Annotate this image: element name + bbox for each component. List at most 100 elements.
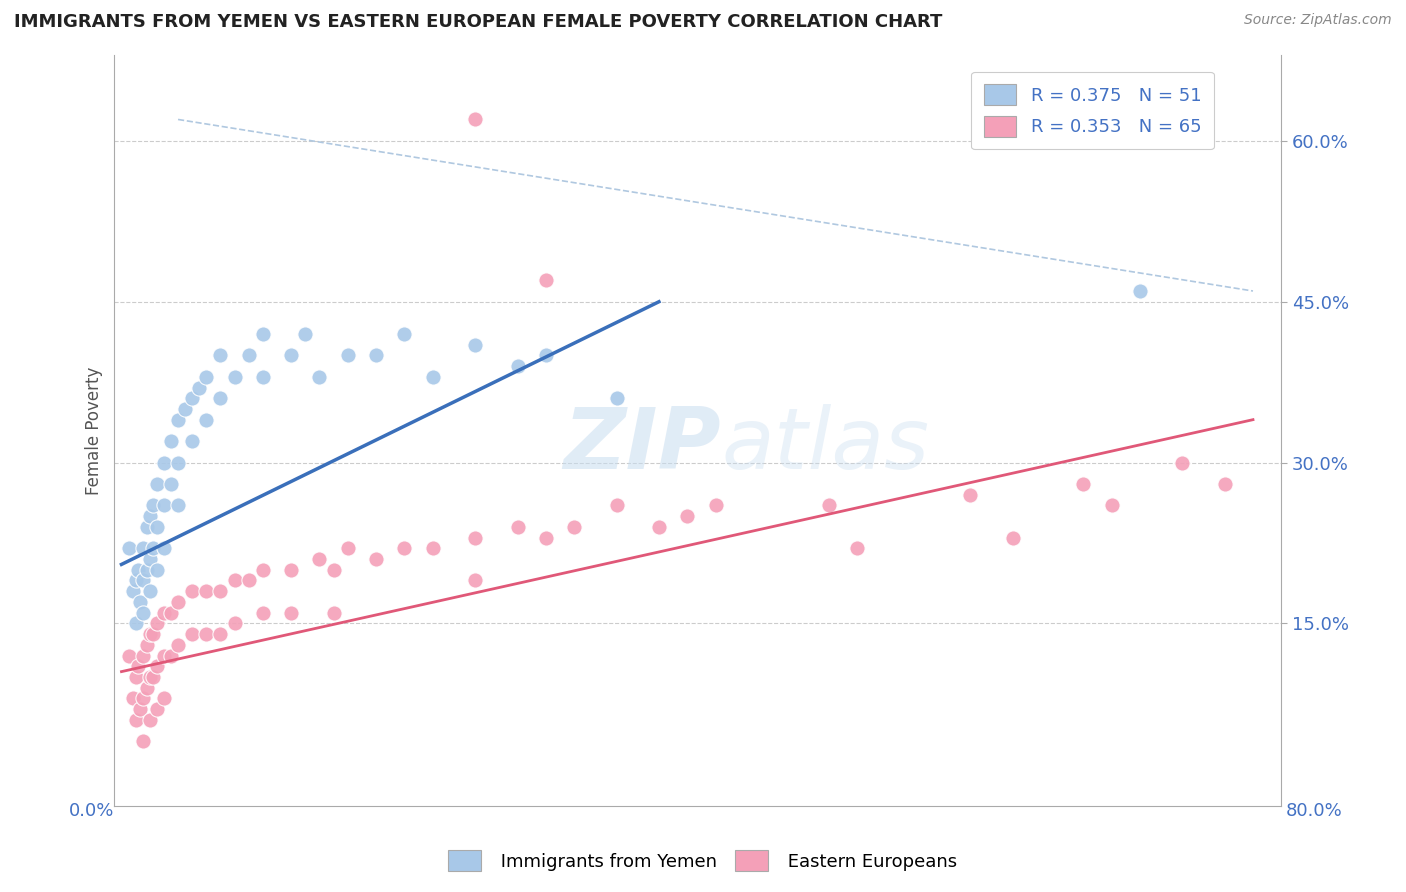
Point bbox=[464, 531, 486, 545]
Point bbox=[160, 648, 183, 663]
Point bbox=[336, 348, 359, 362]
Point bbox=[167, 499, 190, 513]
Point bbox=[209, 348, 232, 362]
Point bbox=[308, 369, 330, 384]
Point bbox=[124, 616, 146, 631]
Point bbox=[648, 520, 671, 534]
Point bbox=[294, 326, 316, 341]
Point bbox=[308, 552, 330, 566]
Point bbox=[142, 499, 165, 513]
Point bbox=[142, 541, 165, 556]
Point bbox=[195, 584, 218, 599]
Point bbox=[160, 477, 183, 491]
Point bbox=[195, 627, 218, 641]
Text: IMMIGRANTS FROM YEMEN VS EASTERN EUROPEAN FEMALE POVERTY CORRELATION CHART: IMMIGRANTS FROM YEMEN VS EASTERN EUROPEA… bbox=[14, 13, 942, 31]
Point bbox=[131, 648, 153, 663]
Point bbox=[506, 520, 529, 534]
Point bbox=[422, 541, 444, 556]
Point bbox=[139, 584, 162, 599]
Point bbox=[124, 574, 146, 588]
Point bbox=[136, 563, 159, 577]
Point bbox=[422, 369, 444, 384]
Point bbox=[605, 499, 627, 513]
Point bbox=[959, 488, 981, 502]
Point bbox=[506, 359, 529, 373]
Point bbox=[188, 380, 211, 394]
Point bbox=[464, 112, 486, 127]
Point bbox=[195, 369, 218, 384]
Point bbox=[146, 563, 169, 577]
Y-axis label: Female Poverty: Female Poverty bbox=[86, 367, 103, 494]
Text: atlas: atlas bbox=[721, 404, 929, 487]
Text: 80.0%: 80.0% bbox=[1286, 802, 1343, 820]
Point bbox=[209, 627, 232, 641]
Legend: R = 0.375   N = 51, R = 0.353   N = 65: R = 0.375 N = 51, R = 0.353 N = 65 bbox=[972, 71, 1213, 150]
Point bbox=[127, 659, 149, 673]
Point bbox=[136, 681, 159, 695]
Point bbox=[704, 499, 727, 513]
Point bbox=[117, 541, 139, 556]
Point bbox=[224, 616, 246, 631]
Text: Source: ZipAtlas.com: Source: ZipAtlas.com bbox=[1244, 13, 1392, 28]
Point bbox=[167, 595, 190, 609]
Point bbox=[394, 326, 416, 341]
Text: 0.0%: 0.0% bbox=[69, 802, 114, 820]
Point bbox=[139, 509, 162, 524]
Point bbox=[238, 574, 260, 588]
Point bbox=[131, 541, 153, 556]
Point bbox=[336, 541, 359, 556]
Point bbox=[181, 434, 204, 449]
Point bbox=[1071, 477, 1094, 491]
Point bbox=[146, 477, 169, 491]
Point bbox=[139, 627, 162, 641]
Point bbox=[1101, 499, 1123, 513]
Point bbox=[1001, 531, 1024, 545]
Point bbox=[364, 552, 387, 566]
Point bbox=[146, 659, 169, 673]
Point bbox=[209, 584, 232, 599]
Point bbox=[167, 412, 190, 426]
Point bbox=[142, 670, 165, 684]
Point bbox=[252, 606, 274, 620]
Point bbox=[131, 691, 153, 706]
Point bbox=[124, 670, 146, 684]
Point bbox=[534, 531, 557, 545]
Point bbox=[181, 584, 204, 599]
Point bbox=[676, 509, 699, 524]
Point bbox=[153, 541, 176, 556]
Point bbox=[121, 691, 143, 706]
Point bbox=[146, 520, 169, 534]
Point bbox=[534, 273, 557, 287]
Point bbox=[605, 391, 627, 405]
Point bbox=[238, 348, 260, 362]
Point bbox=[174, 401, 197, 416]
Point bbox=[322, 563, 344, 577]
Point bbox=[153, 606, 176, 620]
Point bbox=[181, 627, 204, 641]
Point bbox=[252, 326, 274, 341]
Point bbox=[160, 434, 183, 449]
Point bbox=[195, 412, 218, 426]
Point bbox=[136, 520, 159, 534]
Point bbox=[224, 574, 246, 588]
Point bbox=[128, 595, 150, 609]
Point bbox=[124, 713, 146, 727]
Point bbox=[322, 606, 344, 620]
Point bbox=[181, 391, 204, 405]
Point bbox=[131, 574, 153, 588]
Point bbox=[464, 574, 486, 588]
Point bbox=[142, 627, 165, 641]
Point bbox=[139, 670, 162, 684]
Point bbox=[127, 563, 149, 577]
Point bbox=[139, 713, 162, 727]
Point bbox=[136, 638, 159, 652]
Point bbox=[128, 702, 150, 716]
Point bbox=[153, 691, 176, 706]
Point bbox=[224, 369, 246, 384]
Point bbox=[1213, 477, 1236, 491]
Point bbox=[1171, 456, 1194, 470]
Point bbox=[160, 606, 183, 620]
Point bbox=[209, 391, 232, 405]
Point bbox=[139, 552, 162, 566]
Point bbox=[117, 648, 139, 663]
